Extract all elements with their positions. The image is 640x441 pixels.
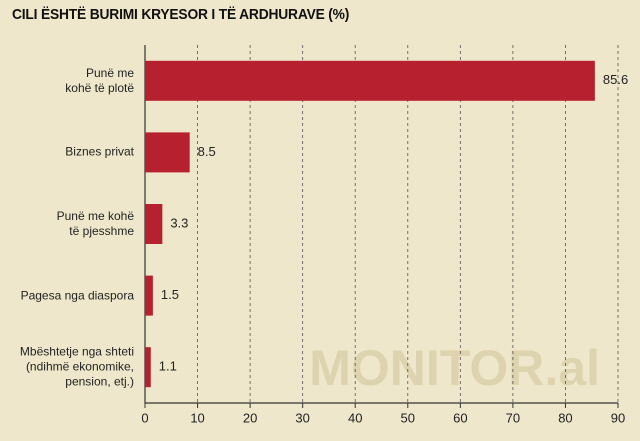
x-tick-label: 10 [190,410,204,425]
value-label: 3.3 [170,215,188,230]
y-tick-label: Pagesa nga diaspora [20,288,134,303]
value-label: 1.5 [161,287,179,302]
y-tick-label: Mbështetje nga shteti (ndihmë ekonomike,… [19,344,134,389]
x-tick-label: 30 [295,410,309,425]
x-tick-label: 40 [348,410,362,425]
x-tick-label: 90 [611,410,625,425]
bar [145,60,595,101]
value-label: 8.5 [198,144,216,159]
x-tick-label: 0 [141,410,148,425]
x-tick-label: 20 [243,410,257,425]
x-tick-label: 70 [506,410,520,425]
y-tick-label: Biznes privat [65,144,134,159]
bar [145,275,153,316]
x-tick-label: 80 [558,410,572,425]
chart-title: CILI ËSHTË BURIMI KRYESOR I TË ARDHURAVE… [12,6,350,23]
bar [145,132,190,173]
y-tick-label: Punë me kohë të plotë [65,65,134,95]
x-tick-label: 60 [453,410,467,425]
y-tick-label: Punë me kohë të pjesshme [56,209,134,238]
bar [145,204,163,244]
x-tick-label: 50 [401,410,415,425]
value-label: 1.1 [159,359,177,374]
value-label: 85.6 [603,72,628,87]
bar [145,347,151,388]
watermark: MONITOR.al [309,340,600,396]
